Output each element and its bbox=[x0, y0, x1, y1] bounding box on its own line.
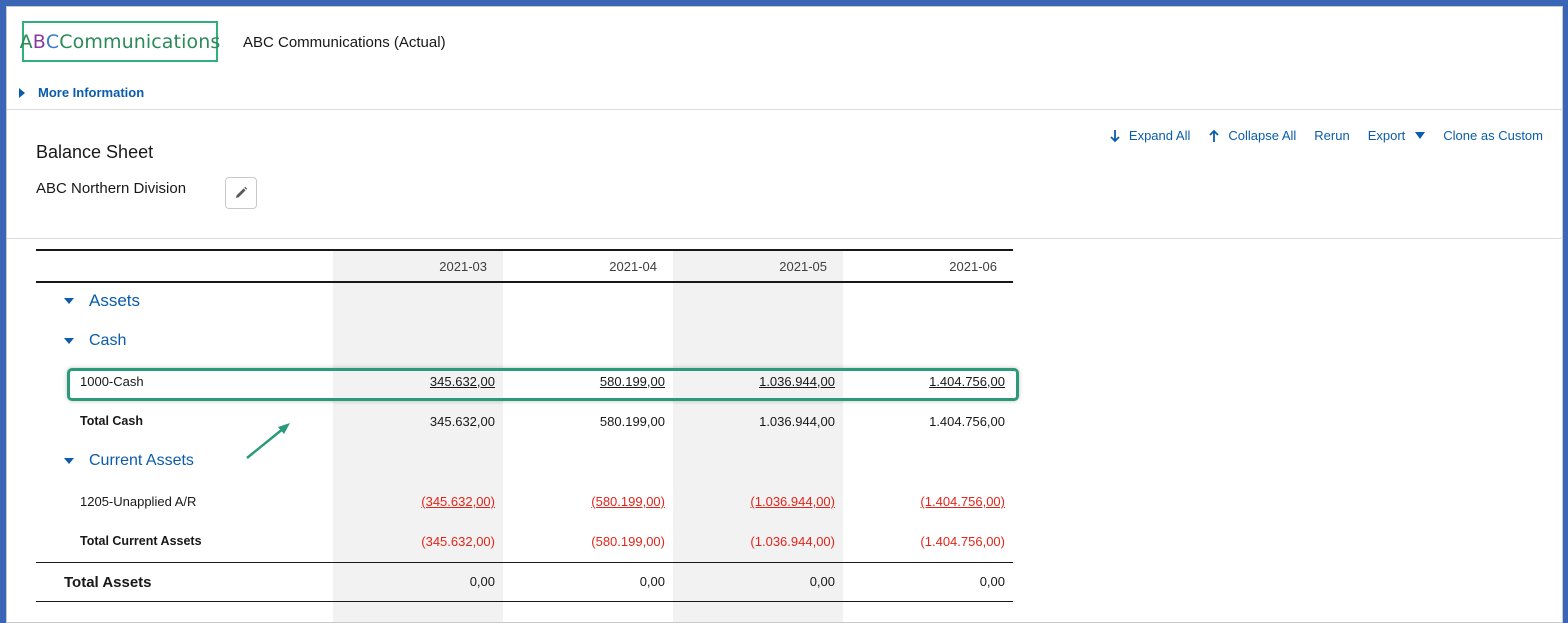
more-information-toggle[interactable]: More Information bbox=[19, 85, 144, 100]
section-assets[interactable]: Assets bbox=[64, 281, 140, 321]
column-header: 2021-04 bbox=[609, 259, 657, 274]
rerun-button[interactable]: Rerun bbox=[1314, 128, 1350, 143]
total-value: (1.404.756,00) bbox=[920, 534, 1005, 549]
arrow-up-icon bbox=[1209, 129, 1219, 142]
column-shade bbox=[673, 249, 843, 622]
grand-total-value: 0,00 bbox=[809, 574, 835, 589]
export-button[interactable]: Export bbox=[1368, 128, 1426, 143]
chevron-down-icon bbox=[1415, 132, 1426, 139]
grand-total-label: Total Assets bbox=[64, 573, 152, 591]
table-rule bbox=[36, 562, 1013, 563]
account-label: 1205-Unapplied A/R bbox=[80, 493, 197, 509]
account-value-link[interactable]: (345.632,00) bbox=[421, 494, 495, 509]
column-header: 2021-06 bbox=[949, 259, 997, 274]
more-information-label: More Information bbox=[38, 85, 145, 100]
table-bottom-rule bbox=[36, 601, 1013, 602]
collapse-all-button[interactable]: Collapse All bbox=[1208, 128, 1296, 143]
total-value: (345.632,00) bbox=[421, 534, 495, 549]
grand-total-value: 0,00 bbox=[979, 574, 1005, 589]
division-name: ABC Northern Division bbox=[36, 180, 187, 197]
total-value: (1.036.944,00) bbox=[750, 534, 835, 549]
table-header-rule bbox=[36, 281, 1013, 283]
report-actions: Expand All Collapse All Rerun Export Clo… bbox=[1091, 128, 1543, 143]
table-top-rule bbox=[36, 249, 1013, 251]
account-value-link[interactable]: (1.404.756,00) bbox=[920, 494, 1005, 509]
chevron-down-icon bbox=[64, 458, 74, 464]
column-header: 2021-03 bbox=[439, 259, 487, 274]
report-header-card bbox=[7, 109, 1562, 239]
report-title: Balance Sheet bbox=[36, 142, 154, 162]
account-value-link[interactable]: 580.199,00 bbox=[599, 374, 665, 389]
account-value-link[interactable]: (1.036.944,00) bbox=[750, 494, 835, 509]
chevron-right-icon bbox=[19, 87, 25, 98]
chevron-down-icon bbox=[64, 338, 74, 344]
total-value: 1.404.756,00 bbox=[929, 414, 1005, 429]
clone-as-custom-button[interactable]: Clone as Custom bbox=[1443, 128, 1543, 143]
total-label: Total Current Assets bbox=[80, 534, 202, 548]
chevron-down-icon bbox=[64, 298, 74, 304]
grand-total-value: 0,00 bbox=[469, 574, 495, 589]
section-cash[interactable]: Cash bbox=[64, 321, 126, 361]
page-title: ABC Communications (Actual) bbox=[243, 34, 446, 51]
expand-all-button[interactable]: Expand All bbox=[1109, 128, 1190, 143]
arrow-down-icon bbox=[1110, 129, 1120, 142]
total-value: 580.199,00 bbox=[599, 414, 665, 429]
arrow-annotation-icon bbox=[246, 423, 290, 459]
total-value: 345.632,00 bbox=[429, 414, 495, 429]
grand-total-value: 0,00 bbox=[639, 574, 665, 589]
total-label: Total Cash bbox=[80, 414, 143, 428]
edit-division-button[interactable] bbox=[225, 177, 257, 209]
column-shade bbox=[333, 249, 503, 622]
account-value-link[interactable]: 1.404.756,00 bbox=[929, 374, 1005, 389]
account-value-link[interactable]: 345.632,00 bbox=[429, 374, 495, 389]
pencil-icon bbox=[236, 186, 248, 198]
total-value: 1.036.944,00 bbox=[759, 414, 835, 429]
section-current-assets[interactable]: Current Assets bbox=[64, 441, 194, 481]
highlight-box bbox=[67, 368, 1019, 401]
account-value-link[interactable]: (580.199,00) bbox=[591, 494, 665, 509]
total-value: (580.199,00) bbox=[591, 534, 665, 549]
column-header: 2021-05 bbox=[779, 259, 827, 274]
account-value-link[interactable]: 1.036.944,00 bbox=[759, 374, 835, 389]
account-label: 1000-Cash bbox=[80, 373, 144, 389]
